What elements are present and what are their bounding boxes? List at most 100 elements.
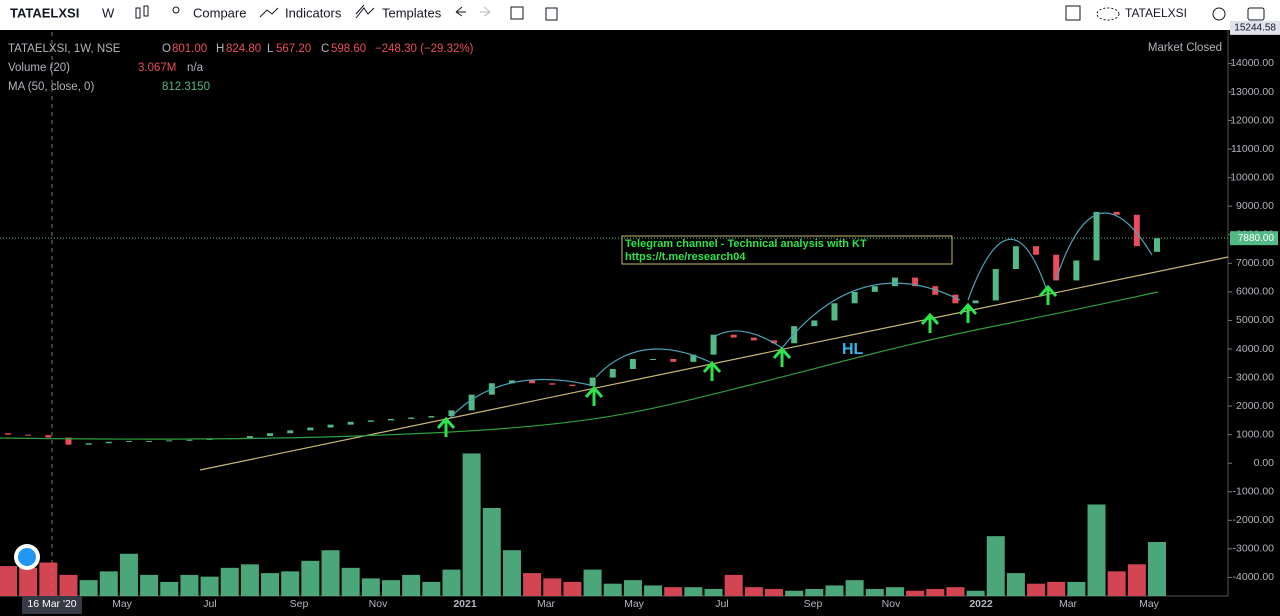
layout-button[interactable] bbox=[1065, 5, 1081, 21]
annotation-text: HL bbox=[842, 341, 864, 358]
volume-bar bbox=[724, 574, 743, 596]
candle-body bbox=[508, 380, 515, 384]
candle-body bbox=[730, 334, 737, 338]
volume-bar bbox=[523, 573, 542, 596]
legend-o-label: O bbox=[162, 43, 171, 55]
volume-bar bbox=[926, 588, 945, 596]
legend-l-label: L bbox=[267, 43, 274, 55]
legend: TATAELXSI, 1W, NSE O 801.00 H 824.80 L 5… bbox=[8, 42, 1222, 93]
candle-body bbox=[609, 368, 616, 378]
y-tick-label: 10000.00 bbox=[1230, 171, 1274, 183]
candle-body bbox=[569, 384, 576, 387]
candle-body bbox=[771, 340, 777, 344]
volume-bar bbox=[684, 587, 703, 596]
templates-icon[interactable] bbox=[355, 4, 375, 19]
alert-button[interactable] bbox=[510, 6, 524, 20]
candle-body bbox=[1012, 246, 1019, 270]
x-tick-label: Sep bbox=[290, 598, 309, 610]
volume-bar bbox=[765, 588, 783, 596]
volume-bar bbox=[482, 508, 501, 596]
indicators-icon[interactable] bbox=[259, 7, 279, 18]
candle-body bbox=[45, 435, 52, 438]
ma-line bbox=[0, 291, 1159, 440]
legend-title: TATAELXSI, 1W, NSE bbox=[8, 43, 121, 55]
candle-body bbox=[670, 358, 677, 362]
candle-body bbox=[146, 440, 153, 442]
candle-body bbox=[811, 320, 818, 327]
crosshair-time-box bbox=[22, 596, 82, 614]
candle-body bbox=[287, 430, 294, 434]
arrow-drawing bbox=[772, 346, 792, 367]
candle-body bbox=[1073, 260, 1080, 281]
candle-body bbox=[650, 358, 657, 360]
volume-bar bbox=[442, 569, 461, 596]
legend-h: 824.80 bbox=[226, 43, 261, 55]
y-tick-label: 4000.00 bbox=[1236, 343, 1274, 355]
market-status: Market Closed bbox=[1148, 42, 1222, 54]
volume-bar bbox=[845, 580, 864, 596]
volume-bar bbox=[119, 553, 138, 596]
volume-bar bbox=[301, 560, 320, 596]
volume-bar bbox=[785, 590, 804, 596]
volume-bar bbox=[825, 585, 844, 596]
arrow-drawing bbox=[920, 312, 940, 333]
candle-body bbox=[851, 291, 858, 304]
candle-body bbox=[629, 358, 636, 369]
volume-bar bbox=[1047, 581, 1066, 596]
y-tick-label: 7000.00 bbox=[1236, 257, 1274, 269]
y-tick-label: -2000.00 bbox=[1233, 514, 1275, 526]
volume-title[interactable]: Volume (20) bbox=[8, 62, 70, 74]
volume-bar bbox=[946, 587, 965, 596]
cloud-icon[interactable] bbox=[1096, 7, 1120, 21]
volume-bar bbox=[1006, 573, 1025, 596]
volume-bar bbox=[422, 581, 441, 596]
delete-button[interactable] bbox=[545, 7, 558, 21]
arc-drawing bbox=[449, 212, 1153, 419]
snapshot-button[interactable] bbox=[1247, 7, 1265, 21]
volume-bar bbox=[200, 576, 219, 596]
layout-name[interactable]: TATAELXSI bbox=[1125, 6, 1187, 20]
volume-bar bbox=[180, 574, 199, 596]
compare-icon[interactable] bbox=[172, 6, 180, 14]
candle-body bbox=[871, 286, 878, 292]
volume-bar bbox=[885, 587, 904, 596]
templates-button[interactable]: Templates bbox=[382, 5, 442, 20]
bar-style-icon[interactable] bbox=[135, 5, 149, 19]
candle-body bbox=[932, 286, 939, 295]
candle-body bbox=[327, 424, 334, 428]
y-tick-label: 2000.00 bbox=[1236, 400, 1274, 412]
settings-button[interactable] bbox=[1212, 7, 1226, 21]
symbol-button[interactable]: TATAELXSI bbox=[10, 5, 79, 20]
x-tick-label: Jul bbox=[203, 598, 216, 610]
indicators-button[interactable]: Indicators bbox=[285, 5, 342, 20]
legend-o: 801.00 bbox=[172, 43, 207, 55]
y-tick-label: -3000.00 bbox=[1233, 543, 1275, 555]
y-tick-label: 1000.00 bbox=[1236, 428, 1274, 440]
volume-bar bbox=[906, 590, 925, 596]
interval-button[interactable]: W bbox=[102, 5, 115, 20]
y-tick-label: 14000.00 bbox=[1230, 57, 1274, 69]
y-tick-label: 3000.00 bbox=[1236, 371, 1274, 383]
y-tick-label: 6000.00 bbox=[1236, 286, 1274, 298]
redo-button[interactable] bbox=[480, 6, 491, 17]
volume-bar bbox=[321, 550, 340, 596]
candle-body bbox=[952, 294, 959, 304]
candle-body bbox=[25, 434, 32, 436]
volume-extra: n/a bbox=[187, 62, 204, 74]
last-price-label: 7880.00 bbox=[1238, 233, 1275, 244]
ma-title[interactable]: MA (50, close, 0) bbox=[8, 81, 94, 93]
candle-body bbox=[105, 441, 112, 444]
candle-body bbox=[246, 436, 253, 439]
undo-button[interactable] bbox=[455, 6, 466, 17]
candle-body bbox=[5, 433, 11, 435]
legend-l: 567.20 bbox=[276, 43, 311, 55]
x-tick-label: May bbox=[1139, 598, 1160, 610]
annotation-text: https://t.me/research04 bbox=[625, 251, 746, 263]
last-price-box bbox=[1230, 231, 1278, 246]
volume-bar bbox=[402, 574, 421, 596]
arrow-drawing bbox=[436, 416, 456, 437]
volume-bar bbox=[563, 581, 582, 596]
legend-c-label: C bbox=[321, 43, 329, 55]
candle-body bbox=[750, 337, 757, 341]
compare-button[interactable]: Compare bbox=[193, 5, 246, 20]
